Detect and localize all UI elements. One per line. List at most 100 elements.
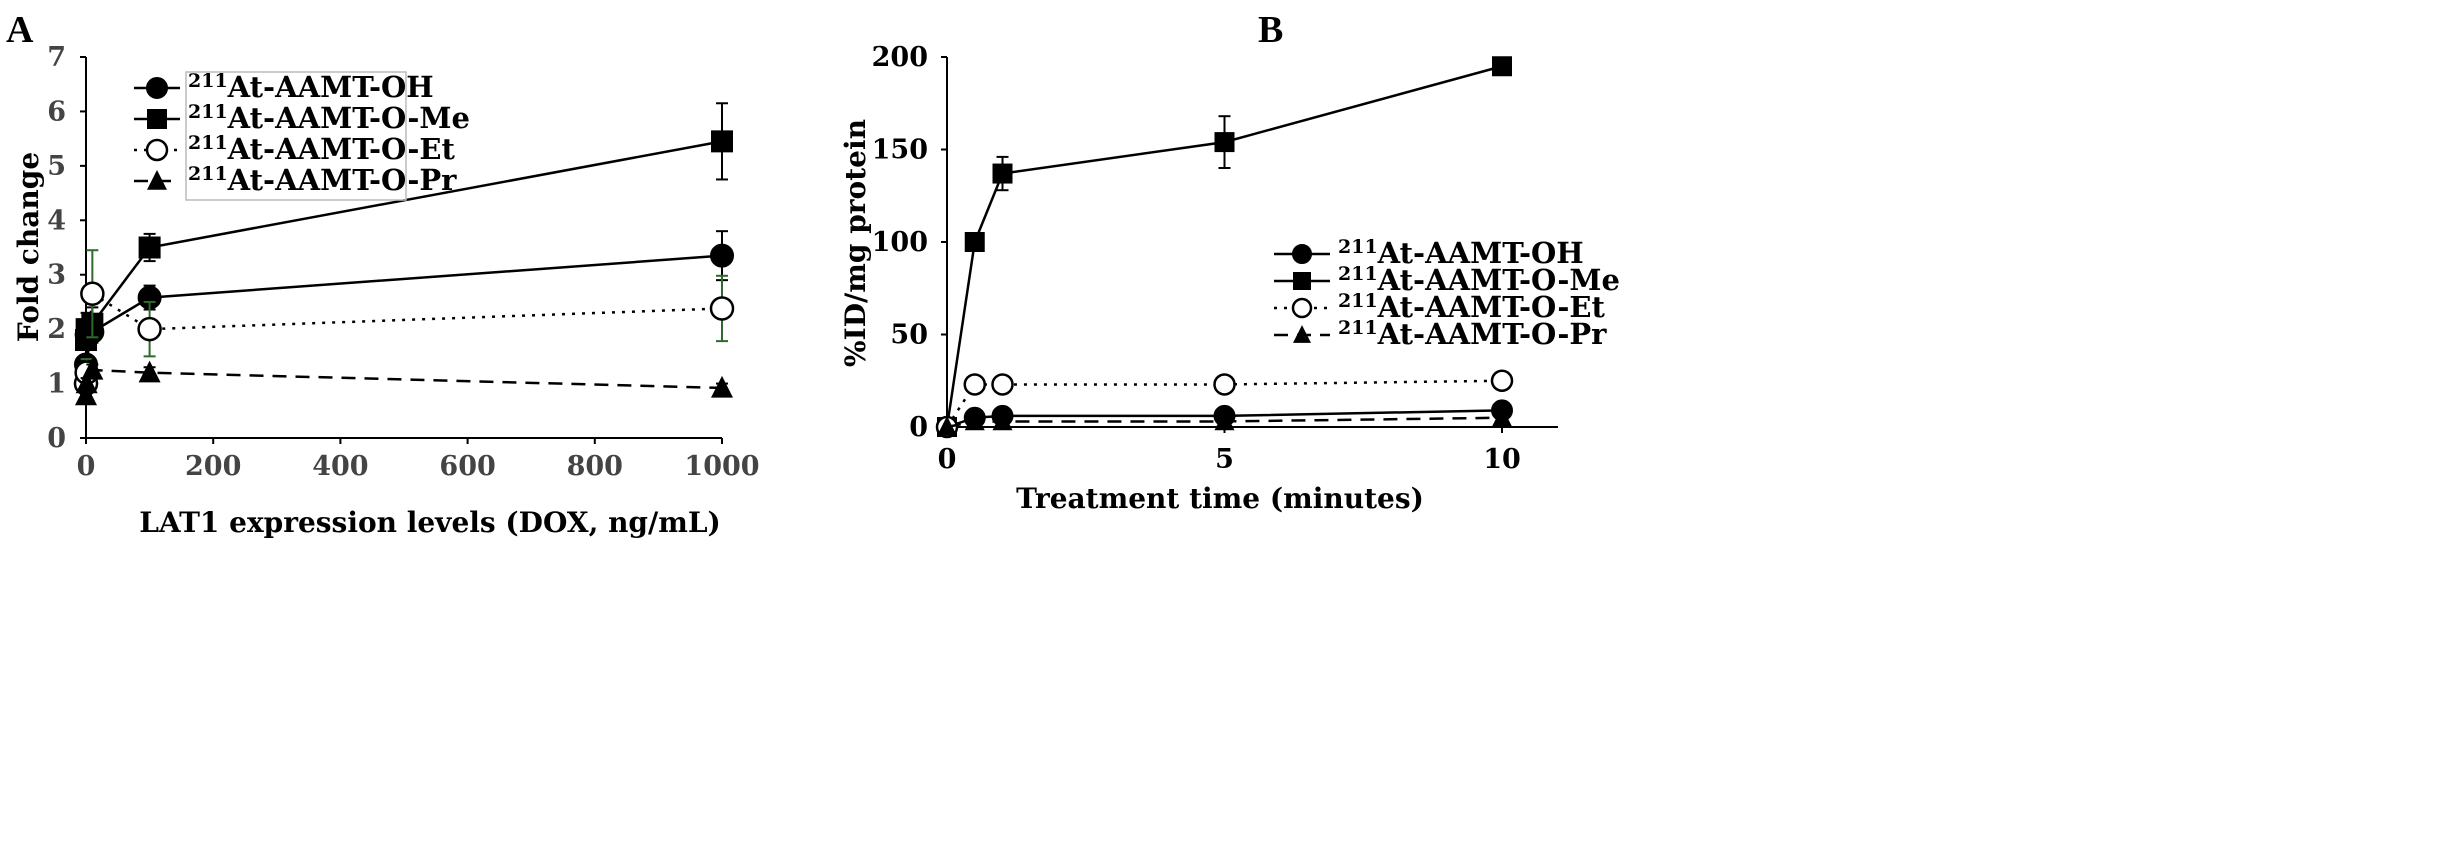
legend-label-text: At-AAMT-O-Et	[227, 132, 456, 166]
x-tick-label: 0	[938, 444, 957, 475]
legend-label: 211At-AAMT-O-Et	[188, 132, 455, 166]
legend-label-text: At-AAMT-O-Pr	[1377, 317, 1608, 351]
x-axis-title: LAT1 expression levels (DOX, ng/mL)	[139, 506, 721, 539]
data-point	[1213, 373, 1236, 396]
data-point	[1490, 369, 1514, 392]
data-point	[711, 375, 733, 398]
data-point	[138, 236, 161, 259]
y-axis-title: Fold change	[12, 152, 45, 342]
y-tick-label: 7	[47, 42, 66, 73]
series-at-aamt-oh	[74, 230, 734, 377]
data-point	[964, 410, 985, 431]
legend-marker	[147, 170, 167, 190]
x-tick-label: 600	[439, 451, 495, 482]
legend-label-superscript: 211	[1338, 263, 1378, 285]
legend-label-text: At-AAMT-OH	[227, 70, 434, 104]
data-point	[1492, 406, 1512, 427]
legend-label-superscript: 211	[1338, 317, 1378, 339]
legend-label: 211At-AAMT-OH	[1338, 236, 1584, 270]
data-point	[138, 360, 161, 383]
legend-box	[185, 71, 407, 201]
y-tick-label: 50	[890, 320, 928, 351]
legend-marker	[146, 77, 168, 99]
data-point	[1492, 56, 1512, 77]
data-point	[710, 243, 734, 268]
legend-label-superscript: 211	[1338, 236, 1378, 258]
x-tick-label: 5	[1215, 444, 1234, 475]
y-tick-label: 150	[872, 135, 928, 166]
x-tick-label: 0	[77, 451, 96, 482]
legend-label: 211At-AAMT-O-Pr	[1338, 317, 1607, 351]
legend-marker	[1293, 272, 1311, 290]
y-tick-label: 5	[47, 151, 66, 182]
legend-label: 211At-AAMT-O-Pr	[188, 163, 457, 197]
series-at-aamt-o-pr	[937, 406, 1512, 436]
legend-label-superscript: 211	[188, 132, 228, 154]
data-point	[137, 316, 162, 342]
legend-label-text: At-AAMT-O-Me	[1377, 263, 1620, 297]
panel-a: A 0 1 2 3 4 5 6 7 0 200 400 600 800 1000 LAT1 expressi…	[6, 9, 760, 539]
legend-entry: 211At-AAMT-O-Et	[1274, 290, 1605, 324]
legend-entry: 211At-AAMT-O-Me	[134, 101, 470, 135]
legend-label-text: At-AAMT-OH	[1377, 236, 1584, 270]
y-tick-label: 6	[47, 96, 66, 127]
data-point	[964, 232, 985, 252]
x-tick-label: 10	[1483, 444, 1521, 475]
legend-label-text: At-AAMT-O-Me	[227, 101, 470, 135]
data-point	[991, 373, 1014, 396]
data-point	[992, 163, 1013, 184]
y-tick-label: 100	[872, 227, 928, 258]
series-line	[84, 368, 723, 396]
legend-label-superscript: 211	[1338, 290, 1378, 312]
y-tick-label: 1	[47, 369, 66, 400]
legend-entry: 211At-AAMT-O-Pr	[1274, 317, 1607, 351]
y-tick-label: 4	[47, 205, 66, 236]
data-point	[963, 373, 986, 396]
legend-marker	[1291, 297, 1313, 319]
legend-entry: 211At-AAMT-OH	[1274, 236, 1584, 270]
legend-marker	[1292, 244, 1312, 264]
legend-marker	[145, 138, 169, 162]
legend-label: 211At-AAMT-OH	[188, 70, 434, 104]
x-tick-label: 200	[185, 451, 241, 482]
x-tick-label: 400	[312, 451, 368, 482]
y-tick-label: 0	[47, 423, 66, 454]
data-point	[937, 416, 957, 436]
panel-b: B 0 50 100 150 200 0 5 10 Treatment time (minute…	[839, 9, 1620, 515]
series-at-aamt-o-et	[73, 249, 735, 396]
legend: 211At-AAMT-OH211At-AAMT-O-Me211At-AAMT-O…	[134, 70, 470, 201]
data-point	[992, 410, 1013, 431]
panel-b-label: B	[1258, 9, 1283, 51]
y-tick-label: 2	[47, 314, 66, 345]
series-at-aamt-o-pr	[75, 357, 733, 406]
data-point	[75, 371, 98, 394]
data-point	[709, 296, 735, 321]
data-point	[1214, 132, 1235, 153]
legend-label-superscript: 211	[188, 163, 228, 185]
y-tick-label: 200	[872, 42, 928, 73]
y-tick-label: 0	[909, 412, 928, 443]
legend-label-superscript: 211	[188, 70, 228, 92]
data-point	[81, 357, 104, 380]
series-line	[84, 254, 723, 365]
data-point	[80, 281, 105, 307]
x-tick-label: 1000	[684, 451, 759, 482]
legend-label: 211At-AAMT-O-Me	[1338, 263, 1620, 297]
legend-entry: 211At-AAMT-OH	[134, 70, 434, 104]
legend-entry: 211At-AAMT-O-Et	[134, 132, 455, 166]
legend-marker	[147, 109, 167, 129]
data-point	[711, 130, 733, 153]
y-axis-title: %ID/mg protein	[839, 119, 872, 367]
legend-label-superscript: 211	[188, 101, 228, 123]
data-point	[75, 383, 97, 406]
x-tick-label: 800	[567, 451, 623, 482]
legend-label: 211At-AAMT-O-Et	[1338, 290, 1605, 324]
series-line	[84, 291, 723, 384]
legend-label-text: At-AAMT-O-Pr	[227, 163, 458, 197]
legend-marker	[1293, 325, 1311, 343]
legend-entry: 211At-AAMT-O-Pr	[134, 163, 457, 197]
legend: 211At-AAMT-OH211At-AAMT-O-Me211At-AAMT-O…	[1274, 236, 1620, 351]
legend-label: 211At-AAMT-O-Me	[188, 101, 470, 135]
legend-label-text: At-AAMT-O-Et	[1377, 290, 1606, 324]
